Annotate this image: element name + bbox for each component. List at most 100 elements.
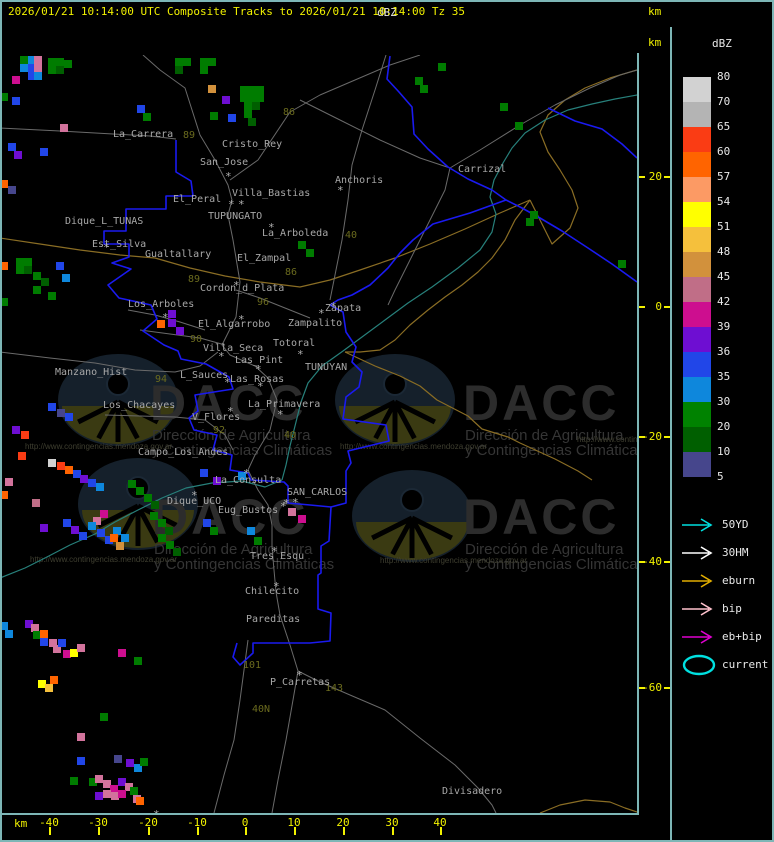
radar-echo-pixel [41, 278, 49, 286]
town-marker-asterisk: * [330, 300, 337, 313]
radar-echo-pixel [158, 519, 166, 527]
radar-echo-pixel [420, 85, 428, 93]
route-line [344, 351, 593, 481]
radar-echo-pixel [34, 72, 42, 80]
radar-echo-pixel [208, 85, 216, 93]
radar-echo-pixel [50, 676, 58, 684]
scale-swatch [683, 352, 711, 377]
town-label: La_Primavera [248, 399, 320, 410]
scale-swatch [683, 452, 711, 477]
scale-tick-label: 39 [717, 320, 731, 333]
town-marker-asterisk: * [103, 241, 110, 254]
y-axis-tick [664, 176, 670, 178]
watermark-brand: DACC [152, 489, 308, 545]
radar-echo-pixel [176, 327, 184, 335]
road-line [297, 670, 497, 813]
radar-echo-pixel [238, 472, 246, 480]
radar-echo-pixel [96, 483, 104, 491]
frame-map-bottom [0, 813, 639, 815]
radar-echo-pixel [165, 527, 173, 535]
radar-echo-pixel [415, 77, 423, 85]
road-line [139, 329, 226, 346]
radar-echo-pixel [33, 286, 41, 294]
radar-echo-pixel [103, 780, 111, 788]
radar-echo-pixel [31, 624, 39, 632]
road-number-label: 92 [213, 425, 225, 436]
road-line [229, 55, 421, 181]
town-marker-asterisk: * [255, 363, 262, 376]
50YD-arrow-icon [681, 514, 719, 536]
eb+bip-arrow-icon [681, 626, 719, 648]
radar-echo-pixel [134, 657, 142, 665]
town-label: El_Peral [173, 194, 221, 205]
radar-echo-pixel [136, 797, 144, 805]
radar-echo-pixel [200, 66, 208, 74]
radar-echo-pixel [200, 58, 208, 66]
boundary-line [103, 140, 332, 508]
radar-echo-pixel [5, 630, 13, 638]
x-axis-tick-label: 40 [433, 816, 447, 829]
radar-echo-pixel [254, 537, 262, 545]
radar-echo-pixel [2, 298, 8, 306]
radar-echo-pixel [40, 638, 48, 646]
scale-swatch [683, 427, 711, 452]
town-label: SAN_CARLOS [287, 487, 347, 498]
scale-tick-label: 80 [717, 70, 731, 83]
x-axis-tick-label: 30 [385, 816, 399, 829]
town-label: Dique_L_TUNAS [65, 216, 143, 227]
radar-echo-pixel [151, 501, 159, 509]
town-label: Manzano_Hist [55, 367, 127, 378]
town-marker-asterisk: * [280, 500, 287, 513]
watermark-brand: DACC [463, 489, 619, 545]
eburn-arrow-icon [681, 570, 719, 592]
radar-echo-pixel [77, 644, 85, 652]
radar-echo-pixel [175, 66, 183, 74]
radar-echo-pixel [48, 58, 56, 66]
town-label: TUNUYAN [305, 362, 347, 373]
town-label: Las_Pint [235, 355, 283, 366]
town-label: El_Algarrobo [198, 319, 270, 330]
scale-swatch [683, 402, 711, 427]
x-axis-tick [49, 827, 51, 835]
town-marker-asterisk: * [337, 184, 344, 197]
x-axis-tick [392, 827, 394, 835]
town-label: Est_Silva [92, 239, 146, 250]
x-axis-unit: km [14, 817, 28, 830]
radar-echo-pixel [183, 58, 191, 66]
radar-echo-pixel [168, 319, 176, 327]
radar-echo-pixel [57, 409, 65, 417]
radar-echo-pixel [252, 102, 260, 110]
radar-echo-pixel [71, 526, 79, 534]
scale-tick-label: 65 [717, 120, 731, 133]
radar-echo-pixel [2, 491, 8, 499]
radar-echo-pixel [28, 56, 36, 64]
radar-echo-pixel [116, 542, 124, 550]
radar-echo-pixel [2, 622, 8, 630]
radar-echo-pixel [110, 534, 118, 542]
radar-echo-pixel [118, 790, 126, 798]
radar-echo-pixel [113, 527, 121, 535]
radar-echo-pixel [136, 487, 144, 495]
radar-echo-pixel [8, 143, 16, 151]
radar-echo-pixel [88, 522, 96, 530]
y-axis-tick [664, 561, 670, 563]
radar-echo-pixel [247, 527, 255, 535]
frame-right [772, 0, 774, 842]
y-axis-tick [664, 436, 670, 438]
x-axis-tick-label: -30 [88, 816, 108, 829]
radar-echo-pixel [18, 452, 26, 460]
road-line [449, 69, 637, 169]
radar-echo-pixel [240, 86, 248, 94]
y-axis-tick [639, 561, 645, 563]
radar-echo-pixel [298, 241, 306, 249]
frame-under-header [0, 0, 672, 2]
town-label: Villa_Bastias [232, 188, 310, 199]
scale-swatch [683, 277, 711, 302]
road-number-label: 101 [243, 660, 261, 671]
x-axis-tick [98, 827, 100, 835]
watermark-line2: y Contingencias Climáticas [152, 442, 332, 459]
radar-echo-pixel [288, 508, 296, 516]
radar-echo-pixel [111, 792, 119, 800]
radar-echo-pixel [56, 262, 64, 270]
